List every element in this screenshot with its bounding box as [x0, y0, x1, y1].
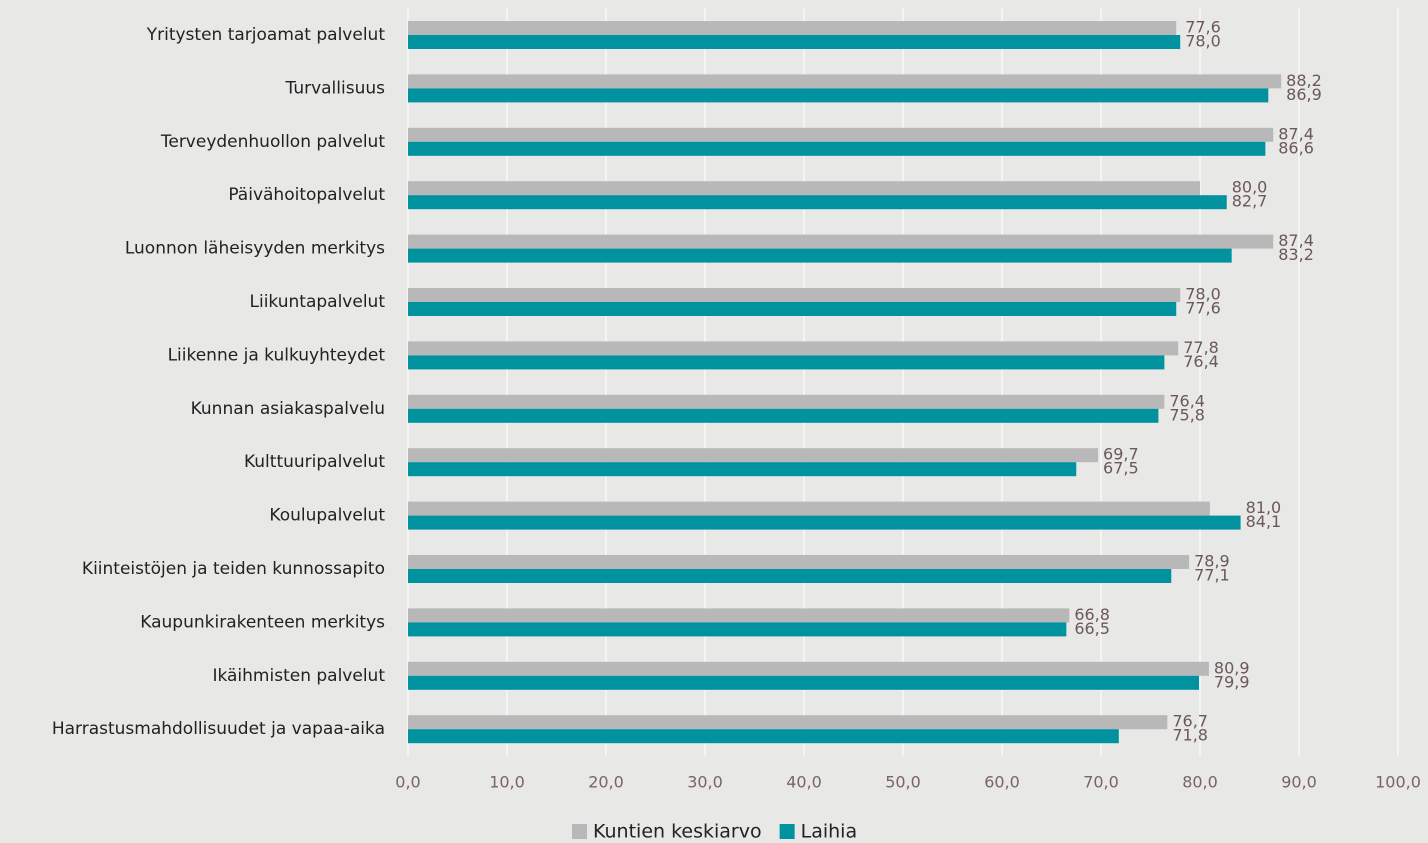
- y-tick-label: Kulttuuripalvelut: [244, 452, 385, 472]
- data-label: 77,8: [1183, 338, 1219, 357]
- data-label: 76,4: [1183, 352, 1219, 371]
- bar: [408, 127, 1274, 142]
- y-tick-label: Ikäihmisten palvelut: [212, 666, 385, 686]
- data-label: 77,6: [1185, 299, 1221, 318]
- bar: [408, 408, 1159, 423]
- data-label: 81,0: [1246, 498, 1282, 517]
- bar: [408, 555, 1190, 569]
- legend-label: Laihia: [801, 821, 857, 843]
- bar: [408, 88, 1269, 103]
- y-tick-label: Koulupalvelut: [269, 506, 385, 526]
- data-label: 69,7: [1103, 445, 1139, 464]
- bar: [408, 608, 1070, 623]
- data-label: 66,5: [1074, 619, 1110, 638]
- bar: [408, 234, 1274, 249]
- bar: [408, 501, 1210, 516]
- bar: [408, 661, 1209, 676]
- x-tick-label: 60,0: [984, 773, 1020, 792]
- data-label: 87,4: [1278, 124, 1314, 143]
- bar: [408, 622, 1067, 637]
- data-label: 84,1: [1246, 512, 1282, 531]
- bar: [408, 515, 1241, 530]
- bar: [408, 675, 1200, 690]
- x-tick-label: 90,0: [1281, 773, 1317, 792]
- data-label: 78,0: [1185, 32, 1221, 51]
- x-tick-label: 50,0: [885, 773, 921, 792]
- bar: [408, 74, 1282, 89]
- y-tick-label: Liikuntapalvelut: [250, 292, 386, 312]
- bar: [408, 195, 1227, 210]
- data-label: 76,7: [1172, 712, 1208, 731]
- data-label: 77,6: [1185, 18, 1221, 37]
- bar: [408, 288, 1181, 302]
- y-tick-label: Yritysten tarjoamat palvelut: [146, 25, 386, 45]
- data-label: 87,4: [1278, 231, 1314, 250]
- y-tick-label: Terveydenhuollon palvelut: [160, 132, 385, 152]
- bar: [408, 462, 1077, 477]
- x-tick-label: 100,0: [1375, 773, 1421, 792]
- bar: [408, 248, 1232, 263]
- data-label: 77,1: [1194, 566, 1230, 585]
- x-tick-label: 0,0: [395, 773, 420, 792]
- y-tick-label: Harrastusmahdollisuudet ja vapaa-aika: [52, 719, 385, 739]
- bar: [408, 394, 1165, 409]
- y-tick-label: Luonnon läheisyyden merkitys: [125, 239, 385, 259]
- legend-swatch: [572, 824, 587, 839]
- bar: [408, 21, 1177, 35]
- data-label: 76,4: [1169, 391, 1205, 410]
- bar: [408, 341, 1179, 356]
- data-label: 79,9: [1214, 672, 1250, 691]
- data-label: 78,9: [1194, 552, 1230, 571]
- bar: [408, 569, 1172, 583]
- bar: [408, 355, 1165, 370]
- legend-swatch: [779, 824, 795, 839]
- y-tick-label: Kaupunkirakenteen merkitys: [140, 612, 385, 632]
- y-tick-label: Kunnan asiakaspalvelu: [191, 399, 385, 419]
- bar: [408, 715, 1168, 730]
- data-label: 86,6: [1278, 138, 1314, 157]
- x-tick-label: 20,0: [588, 773, 624, 792]
- x-tick-label: 30,0: [687, 773, 723, 792]
- data-label: 86,9: [1286, 85, 1322, 104]
- data-label: 78,0: [1185, 285, 1221, 304]
- data-label: 71,8: [1172, 726, 1208, 745]
- legend-label: Kuntien keskiarvo: [593, 821, 762, 843]
- bar: [408, 181, 1200, 196]
- bar: [408, 141, 1266, 156]
- x-tick-label: 40,0: [786, 773, 822, 792]
- y-tick-label: Päivähoitopalvelut: [228, 185, 385, 205]
- y-tick-label: Liikenne ja kulkuyhteydet: [168, 345, 386, 365]
- bar: [408, 729, 1119, 744]
- data-label: 83,2: [1278, 245, 1314, 264]
- data-label: 80,9: [1214, 658, 1250, 677]
- bar: [408, 302, 1177, 316]
- y-tick-label: Kiinteistöjen ja teiden kunnossapito: [82, 559, 385, 579]
- data-label: 80,0: [1232, 178, 1268, 197]
- bar: [408, 35, 1181, 49]
- x-tick-label: 70,0: [1083, 773, 1119, 792]
- data-label: 88,2: [1286, 71, 1322, 90]
- data-label: 75,8: [1169, 405, 1205, 424]
- data-label: 66,8: [1074, 605, 1110, 624]
- y-tick-label: Turvallisuus: [285, 78, 386, 98]
- x-tick-label: 80,0: [1182, 773, 1218, 792]
- data-label: 67,5: [1103, 459, 1139, 478]
- bar: [408, 448, 1099, 463]
- x-tick-label: 10,0: [489, 773, 525, 792]
- data-label: 82,7: [1232, 192, 1268, 211]
